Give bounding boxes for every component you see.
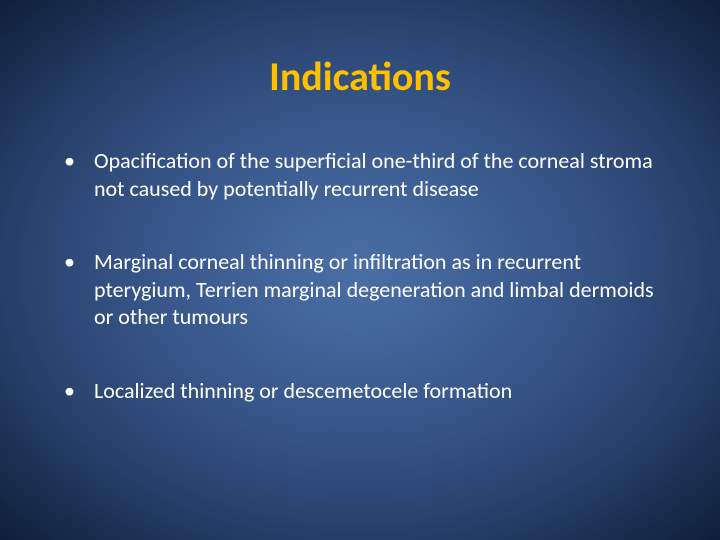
bullet-list: Opacification of the superficial one-thi… <box>48 147 672 404</box>
slide: Indications Opacification of the superfi… <box>0 0 720 540</box>
bullet-item: Marginal corneal thinning or infiltratio… <box>64 248 672 331</box>
slide-title: Indications <box>48 52 672 101</box>
bullet-item: Localized thinning or descemetocele form… <box>64 377 672 405</box>
bullet-item: Opacification of the superficial one-thi… <box>64 147 672 202</box>
